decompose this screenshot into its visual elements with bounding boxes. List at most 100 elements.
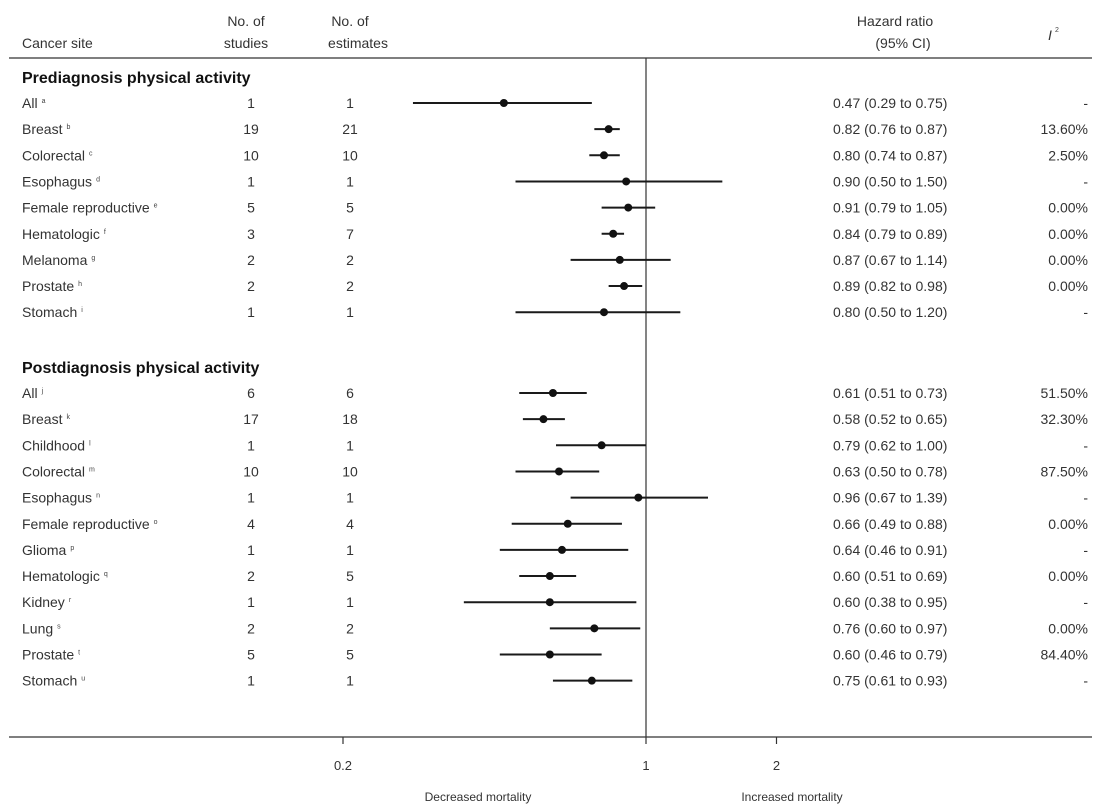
section-1-row-7-estimates: 5: [346, 568, 354, 584]
section-1-row-0-estimates: 6: [346, 385, 354, 401]
section-1-row-2-hazard-ratio: 0.79 (0.62 to 1.00): [833, 437, 947, 453]
section-0-row-5-estimates: 7: [346, 226, 354, 242]
section-1-row-7-studies: 2: [247, 568, 255, 584]
section-0-row-6-hazard-ratio: 0.87 (0.67 to 1.14): [833, 252, 947, 268]
section-0-row-3-estimates: 1: [346, 173, 354, 189]
section-0-row-7-point-estimate: [620, 282, 629, 291]
section-0-row-1-i2: 13.60%: [1041, 121, 1088, 137]
section-1-row-0-site: All j: [22, 385, 44, 401]
section-0-row-7-footnote-marker: h: [78, 281, 82, 288]
section-1-row-7-point-estimate: [545, 572, 554, 581]
section-1-row-10-studies: 5: [247, 647, 255, 663]
section-1-row-11-i2: -: [1083, 673, 1088, 689]
section-1-row-0-i2: 51.50%: [1041, 385, 1088, 401]
section-0-row-4-point-estimate: [624, 203, 633, 212]
section-0-row-1-footnote-marker: b: [66, 124, 70, 131]
header-i2: I: [1048, 27, 1052, 43]
section-1-row-6-point-estimate: [557, 545, 566, 554]
section-0-row-1-point-estimate: [604, 125, 613, 134]
section-0-row-3-hazard-ratio: 0.90 (0.50 to 1.50): [833, 173, 947, 189]
section-0-row-2-point-estimate: [599, 151, 608, 160]
section-1-row-5-estimates: 4: [346, 516, 354, 532]
section-1-row-2-footnote-marker: l: [89, 440, 91, 447]
section-0-row-1-estimates: 21: [342, 121, 358, 137]
section-1-row-10-site: Prostate t: [22, 647, 80, 663]
section-1-row-1-point-estimate: [539, 415, 548, 424]
section-0-row-0-estimates: 1: [346, 95, 354, 111]
column-headers: Cancer site No. of studies No. of estima…: [22, 13, 1059, 51]
section-1-row-8-hazard-ratio: 0.60 (0.38 to 0.95): [833, 594, 947, 610]
header-studies-line2: studies: [224, 35, 268, 51]
section-1-row-3-studies: 10: [243, 463, 259, 479]
section-0-row-4-footnote-marker: e: [154, 203, 158, 210]
section-1-row-9-hazard-ratio: 0.76 (0.60 to 0.97): [833, 620, 947, 636]
header-ci: (95% CI): [875, 35, 930, 51]
section-1-row-9-site: Lung s: [22, 620, 61, 636]
section-1-row-5-site: Female reproductive o: [22, 516, 158, 532]
section-1-row-10-point-estimate: [545, 650, 554, 659]
section-0-row-4-studies: 5: [247, 200, 255, 216]
section-1-row-1-footnote-marker: k: [66, 414, 70, 421]
section-0-row-3-i2: -: [1083, 173, 1088, 189]
section-0-row-4-site: Female reproductive e: [22, 200, 158, 216]
section-0-row-4-estimates: 5: [346, 200, 354, 216]
section-0-row-0-site: All a: [22, 95, 46, 111]
x-axis-ticks: 0.2 1 2: [334, 737, 780, 773]
section-0-row-7-hazard-ratio: 0.89 (0.82 to 0.98): [833, 278, 947, 294]
header-hazard-ratio: Hazard ratio: [857, 13, 933, 29]
section-0-row-8-estimates: 1: [346, 304, 354, 320]
section-1-row-3-i2: 87.50%: [1041, 463, 1088, 479]
section-0-row-8-site: Stomach i: [22, 304, 83, 320]
section-0-row-0-hazard-ratio: 0.47 (0.29 to 0.75): [833, 95, 947, 111]
section-1-row-3-point-estimate: [555, 467, 564, 476]
section-1-row-7-footnote-marker: q: [104, 571, 108, 578]
section-0-row-3-site: Esophagus d: [22, 173, 100, 189]
section-title-1: Postdiagnosis physical activity: [22, 360, 260, 377]
section-1-row-2-estimates: 1: [346, 437, 354, 453]
section-1-row-4-hazard-ratio: 0.96 (0.67 to 1.39): [833, 490, 947, 506]
section-0-row-1-site: Breast b: [22, 121, 70, 137]
section-0-row-0-point-estimate: [499, 99, 508, 107]
section-0-row-4-hazard-ratio: 0.91 (0.79 to 1.05): [833, 200, 947, 216]
section-1-row-7-site: Hematologic q: [22, 568, 108, 584]
rows-group: Prediagnosis physical activity All a 1 1 0.47…: [22, 70, 1088, 689]
section-1-row-0-point-estimate: [548, 389, 557, 397]
section-title-0: Prediagnosis physical activity: [22, 70, 251, 87]
section-1-row-4-site: Esophagus n: [22, 490, 100, 506]
section-1-row-5-footnote-marker: o: [154, 519, 158, 526]
section-1-row-9-studies: 2: [247, 620, 255, 636]
section-0-row-6-i2: 0.00%: [1048, 252, 1088, 268]
header-i2-superscript: 2: [1055, 27, 1059, 34]
section-0-row-7-site: Prostate h: [22, 278, 82, 294]
section-0-row-8-footnote-marker: i: [81, 307, 83, 314]
section-0-row-3-point-estimate: [622, 177, 631, 186]
section-1-row-10-estimates: 5: [346, 647, 354, 663]
section-0-row-6-studies: 2: [247, 252, 255, 268]
section-1-row-6-site: Glioma p: [22, 542, 74, 558]
section-0-row-8-point-estimate: [599, 308, 608, 317]
section-0-row-7-estimates: 2: [346, 278, 354, 294]
section-0-row-3-footnote-marker: d: [96, 176, 100, 183]
section-0-row-7-i2: 0.00%: [1048, 278, 1088, 294]
section-1-row-1-hazard-ratio: 0.58 (0.52 to 0.65): [833, 411, 947, 427]
section-1-row-4-estimates: 1: [346, 490, 354, 506]
section-1-row-8-footnote-marker: r: [69, 597, 72, 604]
section-1-row-5-i2: 0.00%: [1048, 516, 1088, 532]
section-1-row-8-site: Kidney r: [22, 594, 72, 610]
section-0-row-7-studies: 2: [247, 278, 255, 294]
section-1-row-4-i2: -: [1083, 490, 1088, 506]
section-1-row-9-estimates: 2: [346, 620, 354, 636]
header-estimates-line1: No. of: [331, 13, 368, 29]
section-1-row-8-point-estimate: [545, 598, 554, 607]
section-1-row-5-point-estimate: [563, 519, 572, 528]
section-0-row-6-estimates: 2: [346, 252, 354, 268]
section-1-row-2-site: Childhood l: [22, 437, 91, 453]
section-1-row-5-studies: 4: [247, 516, 255, 532]
section-0-row-0-studies: 1: [247, 95, 255, 111]
section-1-row-3-hazard-ratio: 0.63 (0.50 to 0.78): [833, 463, 947, 479]
section-1-row-3-site: Colorectal m: [22, 463, 95, 479]
section-1-row-11-estimates: 1: [346, 673, 354, 689]
section-1-row-9-footnote-marker: s: [57, 623, 61, 630]
section-1-row-1-studies: 17: [243, 411, 259, 427]
section-0-row-2-footnote-marker: c: [89, 150, 93, 157]
